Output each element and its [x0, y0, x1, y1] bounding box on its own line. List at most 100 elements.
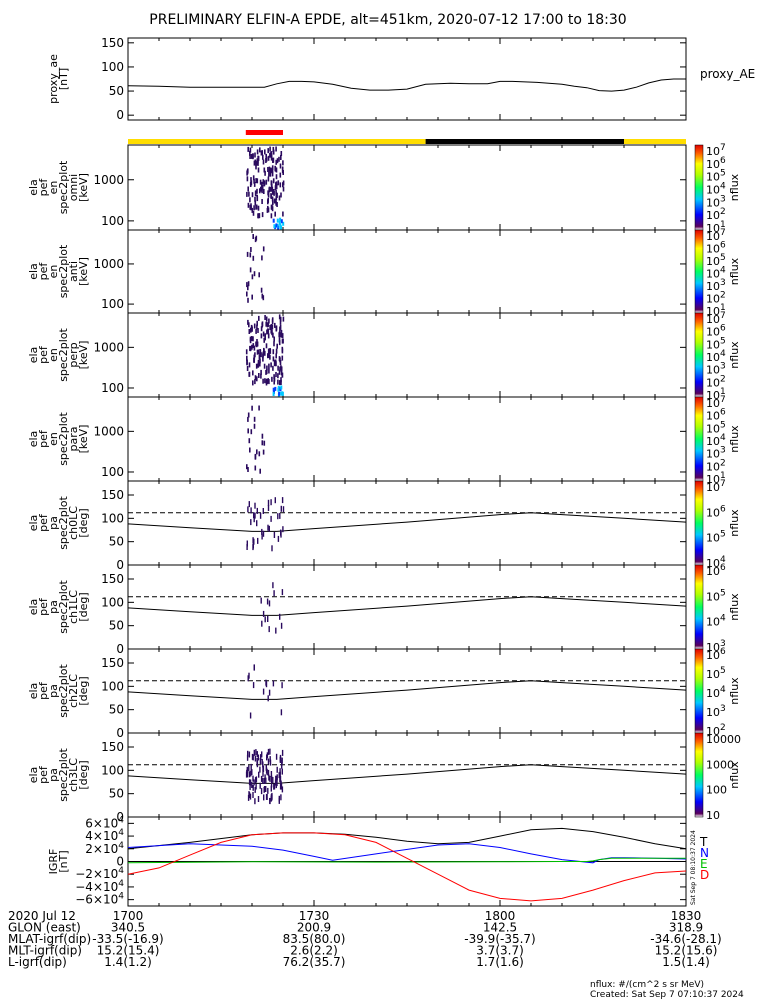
- spec-perp-flux-pixel: [275, 372, 277, 377]
- spec-perp-flux-pixel: [254, 375, 257, 381]
- spec-perp-flux-pixel: [262, 353, 264, 359]
- pa-ch3-ylabel-line: ch3LC: [67, 758, 80, 792]
- spec-omni-ylabel-line: omni: [67, 174, 80, 201]
- spec-para-colorbar-label: nflux: [728, 425, 741, 453]
- spec-omni-ylabel-line: spec2plot: [57, 160, 70, 214]
- spec-omni-flux-pixel: [261, 212, 264, 218]
- spec-perp-flux-pixel: [264, 335, 266, 341]
- spec-para-flux-pixel: [261, 440, 264, 446]
- spec-omni-flux-pixel: [275, 182, 277, 188]
- spec-para-flux-pixel: [247, 467, 249, 472]
- spec-perp-flux-pixel: [260, 352, 262, 358]
- spec-perp-flux-pixel: [250, 327, 252, 333]
- pa-ch0-flux-pixel: [257, 537, 259, 544]
- spec-perp-flux-pixel: [257, 349, 260, 355]
- spec-omni-flux-pixel: [253, 181, 256, 187]
- spec-omni-flux-pixel: [264, 149, 266, 155]
- pa-ch1-colorbar-tick: 105: [706, 588, 726, 603]
- pa-ch3-flux-pixel: [262, 770, 264, 777]
- pa-ch3-flux-pixel: [264, 774, 266, 781]
- spec-omni-flux-pixel: [260, 150, 263, 156]
- spec-perp-flux-pixel: [278, 337, 281, 343]
- spec-perp-flux-pixel: [280, 366, 283, 372]
- spec-omni-flux-pixel: [276, 158, 279, 164]
- spec-perp-flux-pixel: [279, 319, 282, 325]
- spec-perp-flux-pixel: [275, 361, 277, 367]
- spec-para-ytick-label: 1000: [93, 424, 124, 438]
- spec-perp-flux-pixel: [273, 389, 275, 394]
- spec-perp-flux-pixel: [279, 316, 282, 322]
- spec-anti-ylabel-line: [keV]: [77, 257, 90, 286]
- spec-omni-flux-pixel: [275, 184, 278, 190]
- igrf-ytick-label: −4×104: [75, 879, 124, 894]
- pa-ch0-flux-pixel: [262, 530, 265, 537]
- spec-para-colorbar-tick: 101: [706, 471, 726, 486]
- spec-perp-flux-pixel: [281, 391, 284, 396]
- spec-omni-flux-pixel: [271, 165, 274, 171]
- spec-perp-flux-pixel: [248, 322, 250, 328]
- spec-anti-colorbar-tick: 102: [706, 291, 726, 306]
- spec-omni-flux-pixel: [275, 159, 277, 165]
- spec-omni-flux-pixel: [272, 146, 275, 152]
- pa-ch2-flux-pixel: [252, 682, 255, 689]
- spec-omni-flux-pixel: [279, 182, 282, 188]
- spec-anti-flux-pixel: [252, 255, 255, 261]
- pa-ch3-flux-pixel: [280, 794, 282, 801]
- pa-ch3-flux-pixel: [254, 755, 257, 762]
- spec-perp-flux-pixel: [275, 348, 278, 354]
- spec-para-flux-pixel: [247, 428, 249, 434]
- pa-ch0-flux-pixel: [261, 533, 263, 540]
- spec-omni-flux-pixel: [276, 223, 279, 228]
- spec-omni-flux-pixel: [269, 167, 272, 173]
- spec-omni-flux-pixel: [249, 154, 251, 159]
- spec-perp-flux-pixel: [271, 317, 274, 323]
- spec-perp-flux-pixel: [272, 387, 275, 392]
- proxy-ae-ytick-label: 50: [109, 84, 124, 98]
- spec-omni-flux-pixel: [255, 161, 257, 167]
- spec-perp-ylabel-line: [keV]: [77, 341, 90, 370]
- pa-ch2-flux-pixel: [268, 689, 271, 696]
- spec-perp-flux-pixel: [252, 370, 254, 376]
- pa-ch2-colorbar-tick: 106: [706, 647, 726, 662]
- spec-perp-flux-pixel: [280, 391, 283, 396]
- pa-ch0-flux-pixel: [256, 507, 258, 514]
- spec-omni-flux-pixel: [256, 196, 259, 202]
- spec-perp-flux-pixel: [267, 333, 270, 339]
- pa-ch3-flux-pixel: [269, 756, 271, 763]
- spec-anti-flux-pixel: [262, 295, 265, 301]
- proxy-ae-line: [127, 78, 686, 92]
- pa-ch0-ylabel-line: pa: [47, 516, 60, 530]
- spec-omni-flux-pixel: [253, 160, 256, 166]
- pa-ch0-flux-pixel: [271, 545, 273, 552]
- spec-anti-flux-pixel: [258, 272, 260, 278]
- plot-title: PRELIMINARY ELFIN-A EPDE, alt=451km, 202…: [149, 12, 626, 28]
- spec-anti-flux-pixel: [247, 297, 249, 303]
- spec-omni-ylabel-line: en: [47, 181, 60, 195]
- spec-perp-flux-pixel: [253, 354, 256, 360]
- pa-ch3-flux-pixel: [259, 766, 261, 773]
- spec-anti-flux-pixel: [261, 255, 263, 261]
- spec-omni-flux-pixel: [267, 148, 269, 154]
- footer-value: 318.9: [669, 921, 703, 935]
- spec-perp-flux-pixel: [253, 323, 256, 329]
- pa-ch3-flux-pixel: [251, 782, 253, 788]
- spec-perp-flux-pixel: [281, 346, 284, 352]
- footer-label: MLT-igrf(dip): [8, 944, 82, 958]
- pa-ch3-flux-pixel: [252, 792, 254, 798]
- spec-para-flux-pixel: [261, 433, 264, 439]
- spec-omni-flux-pixel: [260, 186, 262, 192]
- pa-ch3-flux-pixel: [255, 783, 257, 790]
- spec-omni-flux-pixel: [252, 175, 255, 181]
- pa-ch0-ytick-label: 0: [116, 558, 124, 572]
- footer-value: 142.5: [483, 921, 517, 935]
- spec-perp-flux-pixel: [256, 376, 258, 382]
- spec-para-colorbar: [694, 396, 704, 482]
- pa-ch2-colorbar-label: nflux: [728, 677, 741, 705]
- created-stamp: Created: Sat Sep 7 07:10:37 2024: [590, 990, 744, 1000]
- spec-para-colorbar-tick: 106: [706, 408, 726, 423]
- spec-perp-colorbar-tick: 102: [706, 374, 726, 389]
- igrf-series-d: [127, 832, 687, 902]
- spec-para-flux-pixel: [250, 429, 253, 435]
- spec-omni-flux-pixel: [254, 200, 257, 206]
